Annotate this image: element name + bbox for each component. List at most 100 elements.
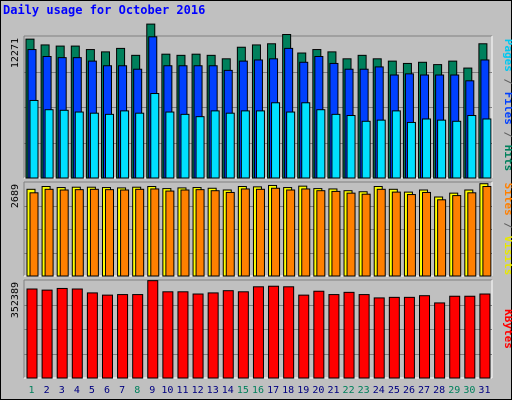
kbytes-bar-6 <box>101 294 113 379</box>
sites-bar-28 <box>437 199 447 277</box>
sites-bar-27 <box>422 191 432 277</box>
day-label-15: 15 <box>237 385 249 396</box>
pages-bar-15 <box>240 110 250 179</box>
visits-axis-label: Sites / Visits <box>502 183 512 276</box>
day-label-9: 9 <box>149 385 155 396</box>
sites-bar-6 <box>104 189 114 277</box>
traffic-axis-label-part-2: Files <box>502 92 512 125</box>
sites-bar-2 <box>44 188 54 277</box>
sites-bar-7 <box>120 189 130 277</box>
kbytes-bar-9 <box>147 280 159 379</box>
kbytes-bar-29 <box>449 295 461 379</box>
pages-bar-3 <box>59 109 69 179</box>
kbytes-bar-12 <box>192 293 204 379</box>
kbytes-bar-10 <box>162 291 174 379</box>
day-label-6: 6 <box>104 385 110 396</box>
day-label-23: 23 <box>358 385 370 396</box>
pages-bar-17 <box>271 102 281 179</box>
traffic-axis-label-part-1: / <box>502 72 512 92</box>
kbytes-bar-4 <box>71 288 83 379</box>
day-label-11: 11 <box>176 385 188 396</box>
kbytes-bar-14 <box>222 290 234 379</box>
day-label-30: 30 <box>463 385 475 396</box>
kbytes-bar-30 <box>464 295 476 379</box>
day-label-2: 2 <box>44 385 50 396</box>
pages-bar-24 <box>376 119 386 179</box>
day-label-5: 5 <box>89 385 95 396</box>
sites-bar-24 <box>376 188 386 277</box>
sites-bar-20 <box>316 190 326 277</box>
kbytes-bar-25 <box>388 296 400 379</box>
day-label-12: 12 <box>192 385 204 396</box>
kbytes-bar-23 <box>358 294 370 379</box>
traffic-axis-label-part-4: Hits <box>502 145 512 172</box>
pages-bar-1 <box>29 99 39 179</box>
sites-bar-22 <box>346 192 356 277</box>
day-label-22: 22 <box>343 385 355 396</box>
kbytes-bar-21 <box>328 294 340 379</box>
kbytes-bar-17 <box>268 285 280 379</box>
day-label-19: 19 <box>297 385 309 396</box>
pages-bar-10 <box>165 111 175 179</box>
kbytes-bar-24 <box>373 297 385 379</box>
sites-bar-5 <box>89 188 99 277</box>
sites-bar-8 <box>135 188 145 277</box>
kbytes-bar-26 <box>403 296 415 379</box>
sites-bar-1 <box>29 192 39 277</box>
kbytes-bar-2 <box>41 289 53 379</box>
visits-axis-label-part-0: Sites <box>502 183 512 216</box>
pages-bar-8 <box>135 112 145 179</box>
pages-bar-31 <box>482 118 492 179</box>
sites-bar-12 <box>195 189 205 277</box>
day-label-28: 28 <box>433 385 445 396</box>
sites-bar-13 <box>210 190 220 277</box>
sites-bar-29 <box>452 195 462 277</box>
visits-max-label: 2689 <box>10 184 21 208</box>
day-label-3: 3 <box>59 385 65 396</box>
sites-bar-18 <box>286 189 296 277</box>
pages-bar-16 <box>255 110 265 179</box>
sites-bar-3 <box>59 189 69 277</box>
kbytes-bar-28 <box>434 302 446 379</box>
kbytes-axis-label: KBytes <box>502 309 512 349</box>
kbytes-axis-label-part-0: KBytes <box>502 309 512 349</box>
pages-bar-28 <box>437 119 447 179</box>
kbytes-bar-3 <box>56 287 68 379</box>
pages-bar-23 <box>361 120 371 179</box>
day-label-21: 21 <box>327 385 339 396</box>
pages-bar-11 <box>180 113 190 179</box>
sites-bar-4 <box>74 189 84 277</box>
pages-bar-25 <box>391 110 401 179</box>
pages-bar-19 <box>301 102 311 179</box>
kbytes-bar-31 <box>479 293 491 379</box>
pages-bar-21 <box>331 113 341 179</box>
pages-bar-4 <box>74 111 84 179</box>
sites-bar-30 <box>467 192 477 277</box>
pages-bar-18 <box>286 111 296 179</box>
visits-axis-label-part-2: Visits <box>502 236 512 276</box>
day-label-1: 1 <box>29 385 35 396</box>
kbytes-bar-20 <box>313 290 325 379</box>
kbytes-bar-27 <box>419 295 431 379</box>
day-label-20: 20 <box>312 385 324 396</box>
day-label-27: 27 <box>418 385 430 396</box>
kbytes-bar-18 <box>283 286 295 379</box>
pages-bar-20 <box>316 109 326 179</box>
pages-bar-30 <box>467 115 477 179</box>
pages-bar-27 <box>422 118 432 179</box>
sites-bar-23 <box>361 193 371 277</box>
sites-bar-19 <box>301 188 311 277</box>
sites-bar-21 <box>331 190 341 277</box>
sites-bar-26 <box>406 194 416 277</box>
pages-bar-14 <box>225 112 235 179</box>
sites-bar-14 <box>225 191 235 277</box>
pages-bar-6 <box>104 113 114 179</box>
sites-bar-15 <box>240 188 250 277</box>
pages-bar-9 <box>150 93 160 179</box>
sites-bar-10 <box>165 190 175 277</box>
traffic-axis-label: Pages / Files / Hits <box>502 39 512 172</box>
traffic-axis-label-part-3: / <box>502 125 512 145</box>
kbytes-bar-13 <box>207 292 219 379</box>
day-label-18: 18 <box>282 385 294 396</box>
pages-bar-7 <box>120 110 130 179</box>
